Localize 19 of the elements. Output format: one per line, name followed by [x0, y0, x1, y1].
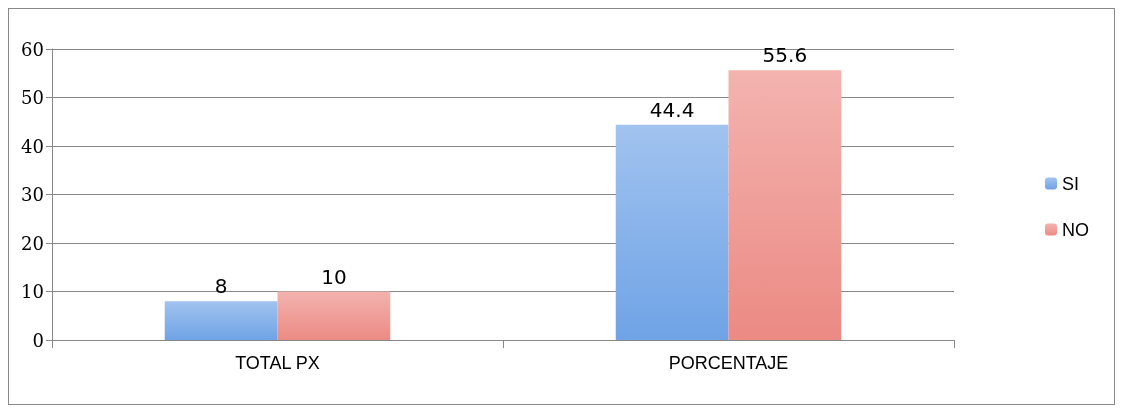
bar	[164, 301, 278, 340]
bar	[728, 70, 842, 340]
data-label: 44.4	[649, 97, 695, 122]
bar	[615, 124, 729, 340]
y-tick-label: 30	[21, 184, 44, 205]
y-tick-label: 20	[21, 232, 44, 254]
legend-label: NO	[1062, 219, 1089, 240]
data-label: 10	[321, 264, 347, 289]
y-tick-label: 60	[21, 38, 44, 60]
y-tick-label: 10	[21, 281, 44, 302]
y-tick-label: 40	[21, 135, 44, 157]
y-tick-label: 0	[32, 329, 44, 351]
x-tick-label: TOTAL PX	[235, 353, 320, 373]
y-tick-label: 50	[21, 87, 44, 108]
x-tick-label: PORCENTAJE	[668, 353, 789, 373]
bar	[277, 291, 391, 340]
data-label: 55.6	[762, 43, 808, 68]
data-label: 8	[214, 274, 228, 299]
legend-label: SI	[1062, 173, 1080, 194]
